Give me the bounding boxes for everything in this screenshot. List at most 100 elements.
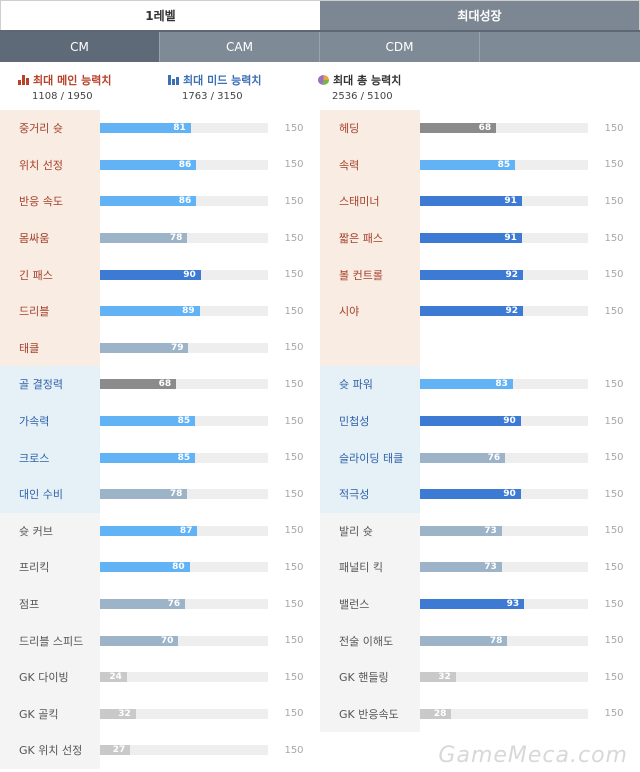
stat-max: 150	[284, 195, 304, 207]
stat-max: 150	[604, 708, 624, 720]
stat-bar-track: 68	[420, 123, 588, 134]
stat-bar-fill: 87	[100, 525, 198, 536]
stat-bar-fill: 92	[420, 269, 524, 280]
stat-row: 긴 패스 90 150	[0, 256, 320, 293]
bar-chart-icon	[168, 75, 179, 85]
stat-bar-track: 76	[100, 599, 268, 610]
stat-max: 150	[284, 598, 304, 610]
position-tab-bar: CM CAM CDM	[0, 30, 640, 62]
stat-row: 크로스 85 150	[0, 439, 320, 476]
stat-bar-fill: 85	[100, 452, 196, 463]
stat-grid: 중거리 슛 81 150 위치 선정 86 150 반응 속도 86 150 몸싸움 78 150 긴 …	[0, 110, 640, 769]
stat-bar-fill: 76	[420, 452, 506, 463]
stat-max: 150	[284, 232, 304, 244]
stat-row: 헤딩 68 150	[320, 110, 640, 147]
tab-level-1[interactable]: 1레벨	[1, 1, 320, 30]
stat-bar-track: 85	[100, 416, 268, 427]
stat-max: 150	[604, 269, 624, 281]
stat-bar-track: 76	[420, 452, 588, 463]
stat-row: GK 반응속도 28 150	[320, 695, 640, 733]
stat-row: GK 골킥 32 150	[0, 695, 320, 733]
stat-max: 150	[284, 635, 304, 647]
stat-bar-track: 92	[420, 269, 588, 280]
stat-max: 150	[604, 415, 624, 427]
stat-bar-fill: 81	[100, 123, 191, 134]
stat-row: 반응 속도 86 150	[0, 183, 320, 220]
stat-row: 볼 컨트롤 92 150	[320, 256, 640, 293]
stat-bar-fill: 78	[100, 233, 188, 244]
tab-position-cdm[interactable]: CDM	[320, 32, 480, 62]
stat-max: 150	[284, 452, 304, 464]
stat-row: GK 핸들링 32 150	[320, 658, 640, 696]
stat-bar-fill: 86	[100, 196, 197, 207]
summary-main-value: 1108 / 1950	[32, 91, 93, 102]
stat-name: 가속력	[0, 402, 100, 440]
stat-bar-fill: 85	[420, 159, 516, 170]
stat-row: 몸싸움 78 150	[0, 219, 320, 257]
stat-row: 중거리 슛 81 150	[0, 110, 320, 147]
stat-name: 드리블	[0, 292, 100, 330]
stat-bar-cell: 91	[420, 220, 588, 257]
stat-row: 드리블 스피드 70 150	[0, 622, 320, 659]
stat-bar-track: 87	[100, 525, 268, 536]
stat-max: 150	[604, 488, 624, 500]
stat-name: 시야	[320, 292, 420, 330]
stat-bar-fill: 86	[100, 159, 197, 170]
stat-name: 태클	[0, 329, 100, 367]
stat-bar-cell: 89	[100, 293, 268, 330]
stat-max: 150	[284, 305, 304, 317]
stat-bar-track: 70	[100, 635, 268, 646]
bar-chart-icon	[18, 75, 29, 85]
stat-bar-cell: 79	[100, 330, 268, 367]
stat-bar-cell: 86	[100, 147, 268, 184]
summary-total: 최대 총 능력치 2536 / 5100	[318, 72, 468, 110]
stat-name: 속력	[320, 146, 420, 184]
stat-bar-cell: 87	[100, 513, 268, 550]
tab-position-cam[interactable]: CAM	[160, 32, 320, 62]
stat-bar-track: 80	[100, 562, 268, 573]
stat-name: 볼 컨트롤	[320, 256, 420, 293]
stat-bar-cell: 68	[100, 366, 268, 403]
stat-bar-track: 91	[420, 233, 588, 244]
tab-max-growth[interactable]: 최대성장	[320, 1, 639, 30]
stat-bar-fill: 70	[100, 635, 179, 646]
stat-name: 슬라이딩 태클	[320, 439, 420, 476]
stat-name: 슛 커브	[0, 512, 100, 550]
stat-name: 크로스	[0, 439, 100, 476]
stat-bar-fill: 91	[420, 196, 522, 207]
stat-name: 프리킥	[0, 549, 100, 586]
stat-bar-cell: 92	[420, 256, 588, 293]
tab-position-empty	[480, 32, 640, 62]
stat-bar-fill: 78	[420, 635, 508, 646]
stat-name: GK 다이빙	[0, 658, 100, 696]
stat-name: 전술 이해도	[320, 622, 420, 659]
stat-max: 150	[604, 671, 624, 683]
stat-bar-cell: 24	[100, 659, 268, 696]
stat-bar-track: 78	[100, 233, 268, 244]
stat-max: 150	[604, 525, 624, 537]
stat-name: 골 결정력	[0, 366, 100, 403]
stat-max: 150	[284, 415, 304, 427]
stat-bar-track: 79	[100, 342, 268, 353]
stat-bar-track: 86	[100, 196, 268, 207]
summary-mid-title: 최대 미드 능력치	[183, 74, 262, 87]
stat-column-left: 중거리 슛 81 150 위치 선정 86 150 반응 속도 86 150 몸싸움 78 150 긴 …	[0, 110, 320, 769]
stat-bar-cell: 78	[100, 476, 268, 513]
stat-name: 슛 파워	[320, 366, 420, 403]
stat-bar-cell: 32	[100, 696, 268, 733]
stat-row: 발리 슛 73 150	[320, 512, 640, 550]
stat-bar-cell	[420, 330, 588, 367]
summary-mid-value: 1763 / 3150	[182, 91, 243, 102]
stat-bar-track: 32	[420, 672, 588, 683]
stat-max: 150	[604, 561, 624, 573]
stat-name: 짧은 패스	[320, 219, 420, 257]
stat-bar-fill: 90	[420, 416, 521, 427]
stat-row: 짧은 패스 91 150	[320, 219, 640, 257]
stat-bar-fill: 89	[100, 306, 200, 317]
stat-bar-fill: 83	[420, 379, 513, 390]
tab-position-cm[interactable]: CM	[0, 32, 160, 62]
stat-bar-cell: 68	[420, 110, 588, 147]
stat-max: 150	[284, 269, 304, 281]
stat-max: 150	[284, 561, 304, 573]
stat-bar-track: 78	[100, 489, 268, 500]
